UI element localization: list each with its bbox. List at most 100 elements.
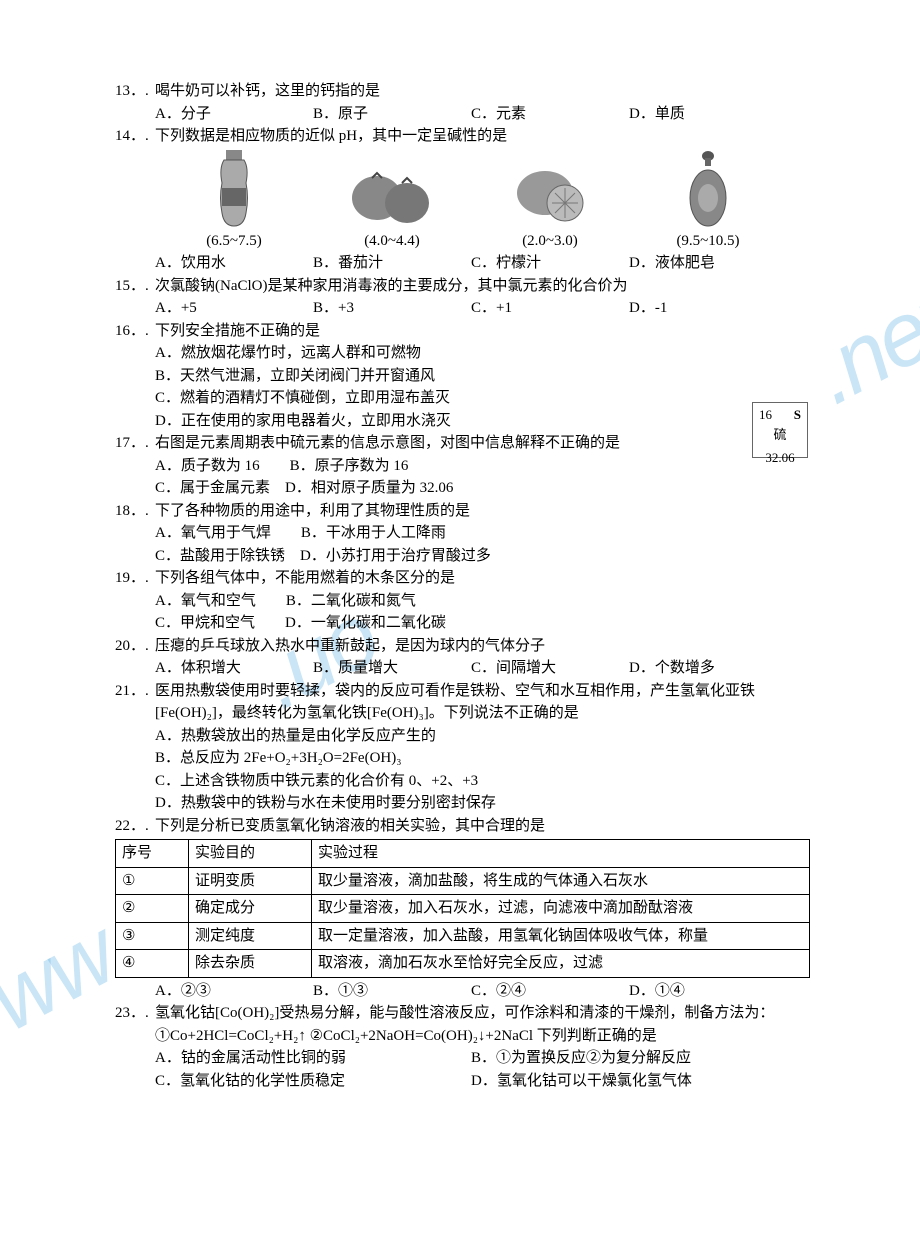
cell-purpose: 除去杂质 — [189, 950, 312, 978]
q14-options: A．饮用水 B．番茄汁 C．柠檬汁 D．液体肥皂 — [115, 252, 810, 275]
table-head-row: 序号 实验目的 实验过程 — [116, 840, 810, 868]
q21-opt-a: A．热敷袋放出的热量是由化学反应产生的 — [155, 725, 810, 748]
q18-opt-c: C．盐酸用于除铁锈 — [155, 548, 285, 564]
q15-opt-d: D．-1 — [629, 297, 787, 320]
q20-opt-d: D．个数增多 — [629, 657, 787, 680]
question-19: 19．. 下列各组气体中，不能用燃着的木条区分的是 — [115, 567, 810, 590]
cell-process: 取少量溶液，加入石灰水，过滤，向滤液中滴加酚酞溶液 — [312, 895, 810, 923]
q13-opt-c: C．元素 — [471, 103, 629, 126]
q13-number: 13．. — [115, 80, 155, 103]
table-row: ④ 除去杂质 取溶液，滴加石灰水至恰好完全反应，过滤 — [116, 950, 810, 978]
q22-number: 22．. — [115, 815, 155, 838]
q16-opt-a: A．燃放烟花爆竹时，远离人群和可燃物 — [155, 342, 810, 365]
q17-number: 17．. — [115, 432, 155, 455]
q23-options: A．钴的金属活动性比铜的弱 B．①为置换反应②为复分解反应 C．氢氧化钴的化学性… — [115, 1047, 810, 1092]
q19-opt-a: A．氧气和空气 — [155, 593, 256, 609]
q20-stem: 压瘪的乒乓球放入热水中重新鼓起，是因为球内的气体分子 — [155, 635, 810, 658]
q20-options: A．体积增大 B．质量增大 C．间隔增大 D．个数增多 — [115, 657, 810, 680]
q15-options: A．+5 B．+3 C．+1 D．-1 — [115, 297, 810, 320]
periodic-element-card: 16 S 硫 32.06 — [752, 402, 808, 458]
q15-number: 15．. — [115, 275, 155, 298]
q14-range-a: (6.5~7.5) — [155, 230, 313, 253]
q22-opt-b: B．①③ — [313, 980, 471, 1003]
q13-opt-b: B．原子 — [313, 103, 471, 126]
q16-opt-d: D．正在使用的家用电器着火，立即用水浇灭 — [155, 410, 810, 433]
q18-opt-b: B．干冰用于人工降雨 — [301, 525, 446, 541]
q14-images — [115, 148, 810, 230]
cell-purpose: 证明变质 — [189, 867, 312, 895]
q20-opt-c: C．间隔增大 — [471, 657, 629, 680]
q20-number: 20．. — [115, 635, 155, 658]
q19-options: A．氧气和空气 B．二氧化碳和氮气 C．甲烷和空气 D．一氧化碳和二氧化碳 — [115, 590, 810, 635]
q21-stem: 医用热敷袋使用时要轻揉，袋内的反应可看作是铁粉、空气和水互相作用，产生氢氧化亚铁… — [155, 680, 810, 725]
table-row: ① 证明变质 取少量溶液，滴加盐酸，将生成的气体通入石灰水 — [116, 867, 810, 895]
q20-opt-b: B．质量增大 — [313, 657, 471, 680]
question-13: 13．. 喝牛奶可以补钙，这里的钙指的是 — [115, 80, 810, 103]
q14-range-c: (2.0~3.0) — [471, 230, 629, 253]
tomato-icon — [347, 148, 437, 228]
q17-opt-d: D．相对原子质量为 32.06 — [285, 480, 453, 496]
q15-opt-a: A．+5 — [155, 297, 313, 320]
q16-opt-b: B．天然气泄漏，立即关闭阀门并开窗通风 — [155, 365, 810, 388]
q23-opt-c: C．氢氧化钴的化学性质稳定 — [155, 1070, 471, 1093]
q18-options: A．氧气用于气焊 B．干冰用于人工降雨 C．盐酸用于除铁锈 D．小苏打用于治疗胃… — [115, 522, 810, 567]
element-name: 硫 — [755, 425, 805, 445]
q21-opt-b: B．总反应为 2Fe+O₂+3H₂O=2Fe(OH)₃ — [155, 747, 810, 770]
element-symbol: S — [794, 405, 801, 425]
th-seq: 序号 — [116, 840, 189, 868]
q20-opt-a: A．体积增大 — [155, 657, 313, 680]
question-16: 16．. 下列安全措施不正确的是 — [115, 320, 810, 343]
question-15: 15．. 次氯酸钠(NaClO)是某种家用消毒液的主要成分，其中氯元素的化合价为 — [115, 275, 810, 298]
cell-purpose: 测定纯度 — [189, 922, 312, 950]
table-row: ③ 测定纯度 取一定量溶液，加入盐酸，用氢氧化钠固体吸收气体，称量 — [116, 922, 810, 950]
cell-process: 取溶液，滴加石灰水至恰好完全反应，过滤 — [312, 950, 810, 978]
q18-opt-d: D．小苏打用于治疗胃酸过多 — [300, 548, 491, 564]
q21-opt-c: C．上述含铁物质中铁元素的化合价有 0、+2、+3 — [155, 770, 810, 793]
q16-opt-c: C．燃着的酒精灯不慎碰倒，立即用湿布盖灭 — [155, 387, 810, 410]
q23-opt-b: B．①为置换反应②为复分解反应 — [471, 1047, 787, 1070]
question-17: 17．. 右图是元素周期表中硫元素的信息示意图，对图中信息解释不正确的是 — [115, 432, 810, 455]
q18-opt-a: A．氧气用于气焊 — [155, 525, 271, 541]
q15-stem: 次氯酸钠(NaClO)是某种家用消毒液的主要成分，其中氯元素的化合价为 — [155, 275, 810, 298]
cell-seq: ④ — [116, 950, 189, 978]
q14-opt-d: D．液体肥皂 — [629, 252, 787, 275]
element-number: 16 — [759, 405, 772, 425]
q17-options: A．质子数为 16 B．原子序数为 16 C．属于金属元素 D．相对原子质量为 … — [115, 455, 810, 500]
q23-number: 23．. — [115, 1002, 155, 1047]
q14-opt-c: C．柠檬汁 — [471, 252, 629, 275]
cell-seq: ③ — [116, 922, 189, 950]
q19-opt-c: C．甲烷和空气 — [155, 615, 255, 631]
q22-options: A．②③ B．①③ C．②④ D．①④ — [115, 980, 810, 1003]
th-process: 实验过程 — [312, 840, 810, 868]
question-23: 23．. 氢氧化钴[Co(OH)₂]受热易分解，能与酸性溶液反应，可作涂料和清漆… — [115, 1002, 810, 1047]
q14-range-d: (9.5~10.5) — [629, 230, 787, 253]
q21-number: 21．. — [115, 680, 155, 725]
q21-options: A．热敷袋放出的热量是由化学反应产生的 B．总反应为 2Fe+O₂+3H₂O=2… — [115, 725, 810, 815]
q17-opt-b: B．原子序数为 16 — [290, 458, 409, 474]
q18-number: 18．. — [115, 500, 155, 523]
soap-bottle-icon — [683, 148, 733, 228]
q15-opt-c: C．+1 — [471, 297, 629, 320]
q17-opt-a: A．质子数为 16 — [155, 458, 260, 474]
cell-seq: ① — [116, 867, 189, 895]
q16-options: A．燃放烟花爆竹时，远离人群和可燃物 B．天然气泄漏，立即关闭阀门并开窗通风 C… — [115, 342, 810, 432]
q13-opt-d: D．单质 — [629, 103, 787, 126]
q14-ranges: (6.5~7.5) (4.0~4.4) (2.0~3.0) (9.5~10.5) — [115, 230, 810, 253]
q19-number: 19．. — [115, 567, 155, 590]
q22-stem: 下列是分析已变质氢氧化钠溶液的相关实验，其中合理的是 — [155, 815, 810, 838]
q21-opt-d: D．热敷袋中的铁粉与水在未使用时要分别密封保存 — [155, 792, 810, 815]
q13-options: A．分子 B．原子 C．元素 D．单质 — [115, 103, 810, 126]
q19-stem: 下列各组气体中，不能用燃着的木条区分的是 — [155, 567, 810, 590]
question-14: 14．. 下列数据是相应物质的近似 pH，其中一定呈碱性的是 — [115, 125, 810, 148]
cell-purpose: 确定成分 — [189, 895, 312, 923]
q22-opt-d: D．①④ — [629, 980, 787, 1003]
table-row: ② 确定成分 取少量溶液，加入石灰水，过滤，向滤液中滴加酚酞溶液 — [116, 895, 810, 923]
cell-process: 取少量溶液，滴加盐酸，将生成的气体通入石灰水 — [312, 867, 810, 895]
question-21: 21．. 医用热敷袋使用时要轻揉，袋内的反应可看作是铁粉、空气和水互相作用，产生… — [115, 680, 810, 725]
element-mass: 32.06 — [755, 444, 805, 468]
q14-stem: 下列数据是相应物质的近似 pH，其中一定呈碱性的是 — [155, 125, 810, 148]
q22-opt-c: C．②④ — [471, 980, 629, 1003]
q15-opt-b: B．+3 — [313, 297, 471, 320]
q23-stem: 氢氧化钴[Co(OH)₂]受热易分解，能与酸性溶液反应，可作涂料和清漆的干燥剂，… — [155, 1002, 810, 1047]
question-22: 22．. 下列是分析已变质氢氧化钠溶液的相关实验，其中合理的是 — [115, 815, 810, 838]
